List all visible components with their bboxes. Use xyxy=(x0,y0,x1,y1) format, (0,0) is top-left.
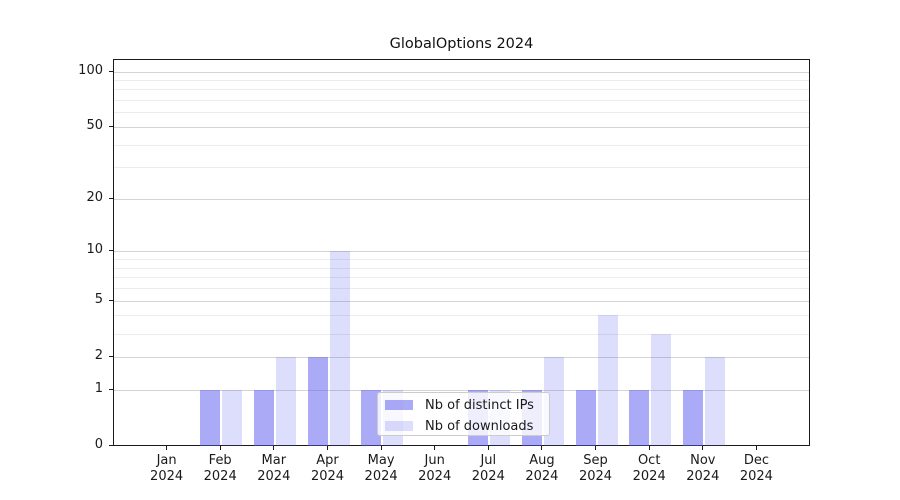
minor-gridline xyxy=(114,315,809,317)
major-gridline xyxy=(114,126,809,128)
y-tick-label: 20 xyxy=(86,189,103,205)
x-tick-mark xyxy=(327,446,328,450)
y-tick-mark xyxy=(109,125,113,127)
bar-downloads-nov xyxy=(704,356,725,446)
bar-distinct-ips-sep xyxy=(575,389,596,446)
legend: Nb of distinct IPs Nb of downloads xyxy=(377,392,550,436)
x-tick-mark xyxy=(380,446,382,450)
x-tick-label-aug: Aug 2024 xyxy=(525,453,559,484)
x-tick-label-mar: Mar 2024 xyxy=(257,453,291,484)
minor-gridline xyxy=(114,112,809,114)
y-tick-mark xyxy=(109,70,113,72)
x-tick-label-jan: Jan 2024 xyxy=(150,453,184,484)
x-tick-mark xyxy=(487,446,489,450)
y-tick-label: 2 xyxy=(94,347,103,363)
minor-gridline xyxy=(114,89,809,91)
bar-distinct-ips-may xyxy=(361,389,382,446)
major-gridline xyxy=(114,251,809,253)
legend-item-distinct-ips: Nb of distinct IPs xyxy=(378,395,534,415)
major-gridline xyxy=(114,198,809,200)
legend-label: Nb of downloads xyxy=(425,418,534,434)
x-tick-label-jul: Jul 2024 xyxy=(471,453,505,484)
minor-gridline xyxy=(114,333,809,335)
major-gridline xyxy=(114,71,809,73)
x-tick-label-sep: Sep 2024 xyxy=(578,453,613,484)
bar-downloads-mar xyxy=(275,356,296,446)
legend-label: Nb of distinct IPs xyxy=(425,397,534,413)
minor-gridline xyxy=(114,259,809,261)
bar-distinct-ips-nov xyxy=(682,389,703,446)
y-tick-label: 1 xyxy=(94,380,103,396)
x-tick-mark xyxy=(434,446,436,450)
minor-gridline xyxy=(114,80,809,81)
bar-downloads-sep xyxy=(597,315,618,446)
minor-gridline xyxy=(114,277,809,279)
y-tick-mark xyxy=(109,299,113,301)
minor-gridline xyxy=(114,267,809,269)
major-gridline xyxy=(114,389,809,391)
y-tick-label: 0 xyxy=(94,437,103,452)
y-tick-label: 50 xyxy=(86,117,103,133)
minor-gridline xyxy=(114,288,809,290)
major-gridline xyxy=(114,300,809,302)
x-tick-label-nov: Nov 2024 xyxy=(686,453,720,484)
bar-downloads-feb xyxy=(222,389,243,446)
x-tick-mark xyxy=(595,446,596,450)
minor-gridline xyxy=(114,144,809,146)
x-tick-mark xyxy=(166,446,168,450)
plot-area xyxy=(113,59,810,446)
x-tick-label-jun: Jun 2024 xyxy=(418,453,452,484)
bar-distinct-ips-mar xyxy=(253,389,274,446)
y-tick-label: 100 xyxy=(78,62,103,78)
legend-swatch-downloads-icon xyxy=(385,421,413,431)
x-tick-label-feb: Feb 2024 xyxy=(203,453,237,484)
x-tick-label-apr: Apr 2024 xyxy=(310,453,345,484)
x-tick-mark xyxy=(219,446,221,450)
chart-title: GlobalOptions 2024 xyxy=(389,36,534,52)
x-tick-mark xyxy=(541,446,543,450)
x-tick-mark xyxy=(702,446,704,450)
x-tick-mark xyxy=(273,446,275,450)
bar-distinct-ips-feb xyxy=(200,389,221,446)
bar-distinct-ips-oct xyxy=(629,389,650,446)
x-tick-mark xyxy=(755,446,757,450)
y-tick-mark xyxy=(109,355,113,357)
y-tick-mark xyxy=(109,197,113,199)
legend-swatch-distinct-ips-icon xyxy=(385,400,413,410)
minor-gridline xyxy=(114,100,809,102)
legend-item-downloads: Nb of downloads xyxy=(378,416,533,436)
major-gridline xyxy=(114,356,809,358)
minor-gridline xyxy=(114,167,809,169)
y-tick-label: 5 xyxy=(94,291,103,307)
x-tick-label-oct: Oct 2024 xyxy=(632,453,666,484)
x-tick-mark xyxy=(648,446,650,450)
y-tick-mark xyxy=(109,250,113,252)
bar-distinct-ips-apr xyxy=(307,356,328,446)
y-tick-label: 10 xyxy=(86,242,103,258)
y-tick-mark xyxy=(109,388,113,390)
bar-downloads-oct xyxy=(651,333,672,446)
y-tick-mark xyxy=(109,445,113,446)
x-tick-label-dec: Dec 2024 xyxy=(739,453,773,484)
x-tick-label-may: May 2024 xyxy=(364,453,398,484)
bar-downloads-apr xyxy=(329,251,350,446)
